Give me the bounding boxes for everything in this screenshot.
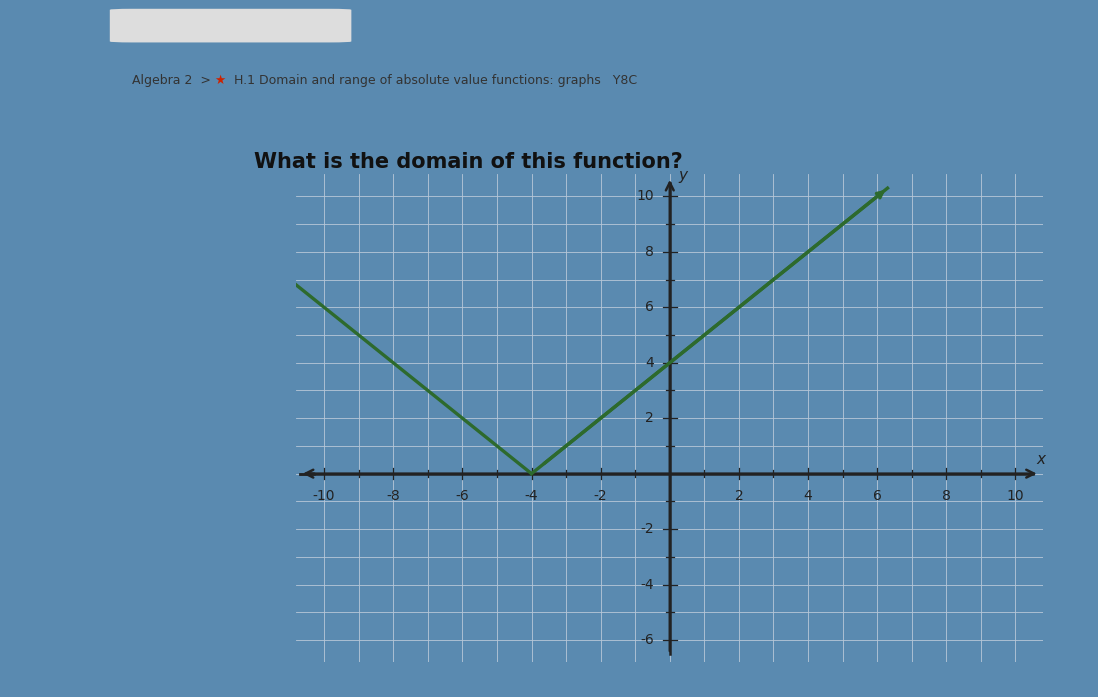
Text: -6: -6 [456,489,469,503]
Text: -4: -4 [640,578,654,592]
Text: -6: -6 [640,633,654,647]
Text: -4: -4 [525,489,538,503]
Text: 10: 10 [1007,489,1024,503]
Text: -10: -10 [313,489,335,503]
Text: ★: ★ [214,74,225,86]
Text: 8: 8 [942,489,951,503]
Text: -2: -2 [594,489,607,503]
FancyBboxPatch shape [110,9,351,43]
Text: 6: 6 [873,489,882,503]
Text: H.1 Domain and range of absolute value functions: graphs   Y8C: H.1 Domain and range of absolute value f… [234,74,637,86]
Text: 6: 6 [646,300,654,314]
Text: 2: 2 [646,411,654,425]
Text: 8: 8 [646,245,654,259]
Text: 4: 4 [646,355,654,369]
Text: x: x [1037,452,1046,467]
Text: What is the domain of this function?: What is the domain of this function? [255,152,683,172]
Text: 2: 2 [735,489,743,503]
Text: 10: 10 [637,190,654,204]
Text: y: y [679,168,687,183]
Text: -8: -8 [386,489,400,503]
Text: Algebra 2  >: Algebra 2 > [132,74,219,86]
Text: 4: 4 [804,489,813,503]
Text: -2: -2 [640,522,654,536]
